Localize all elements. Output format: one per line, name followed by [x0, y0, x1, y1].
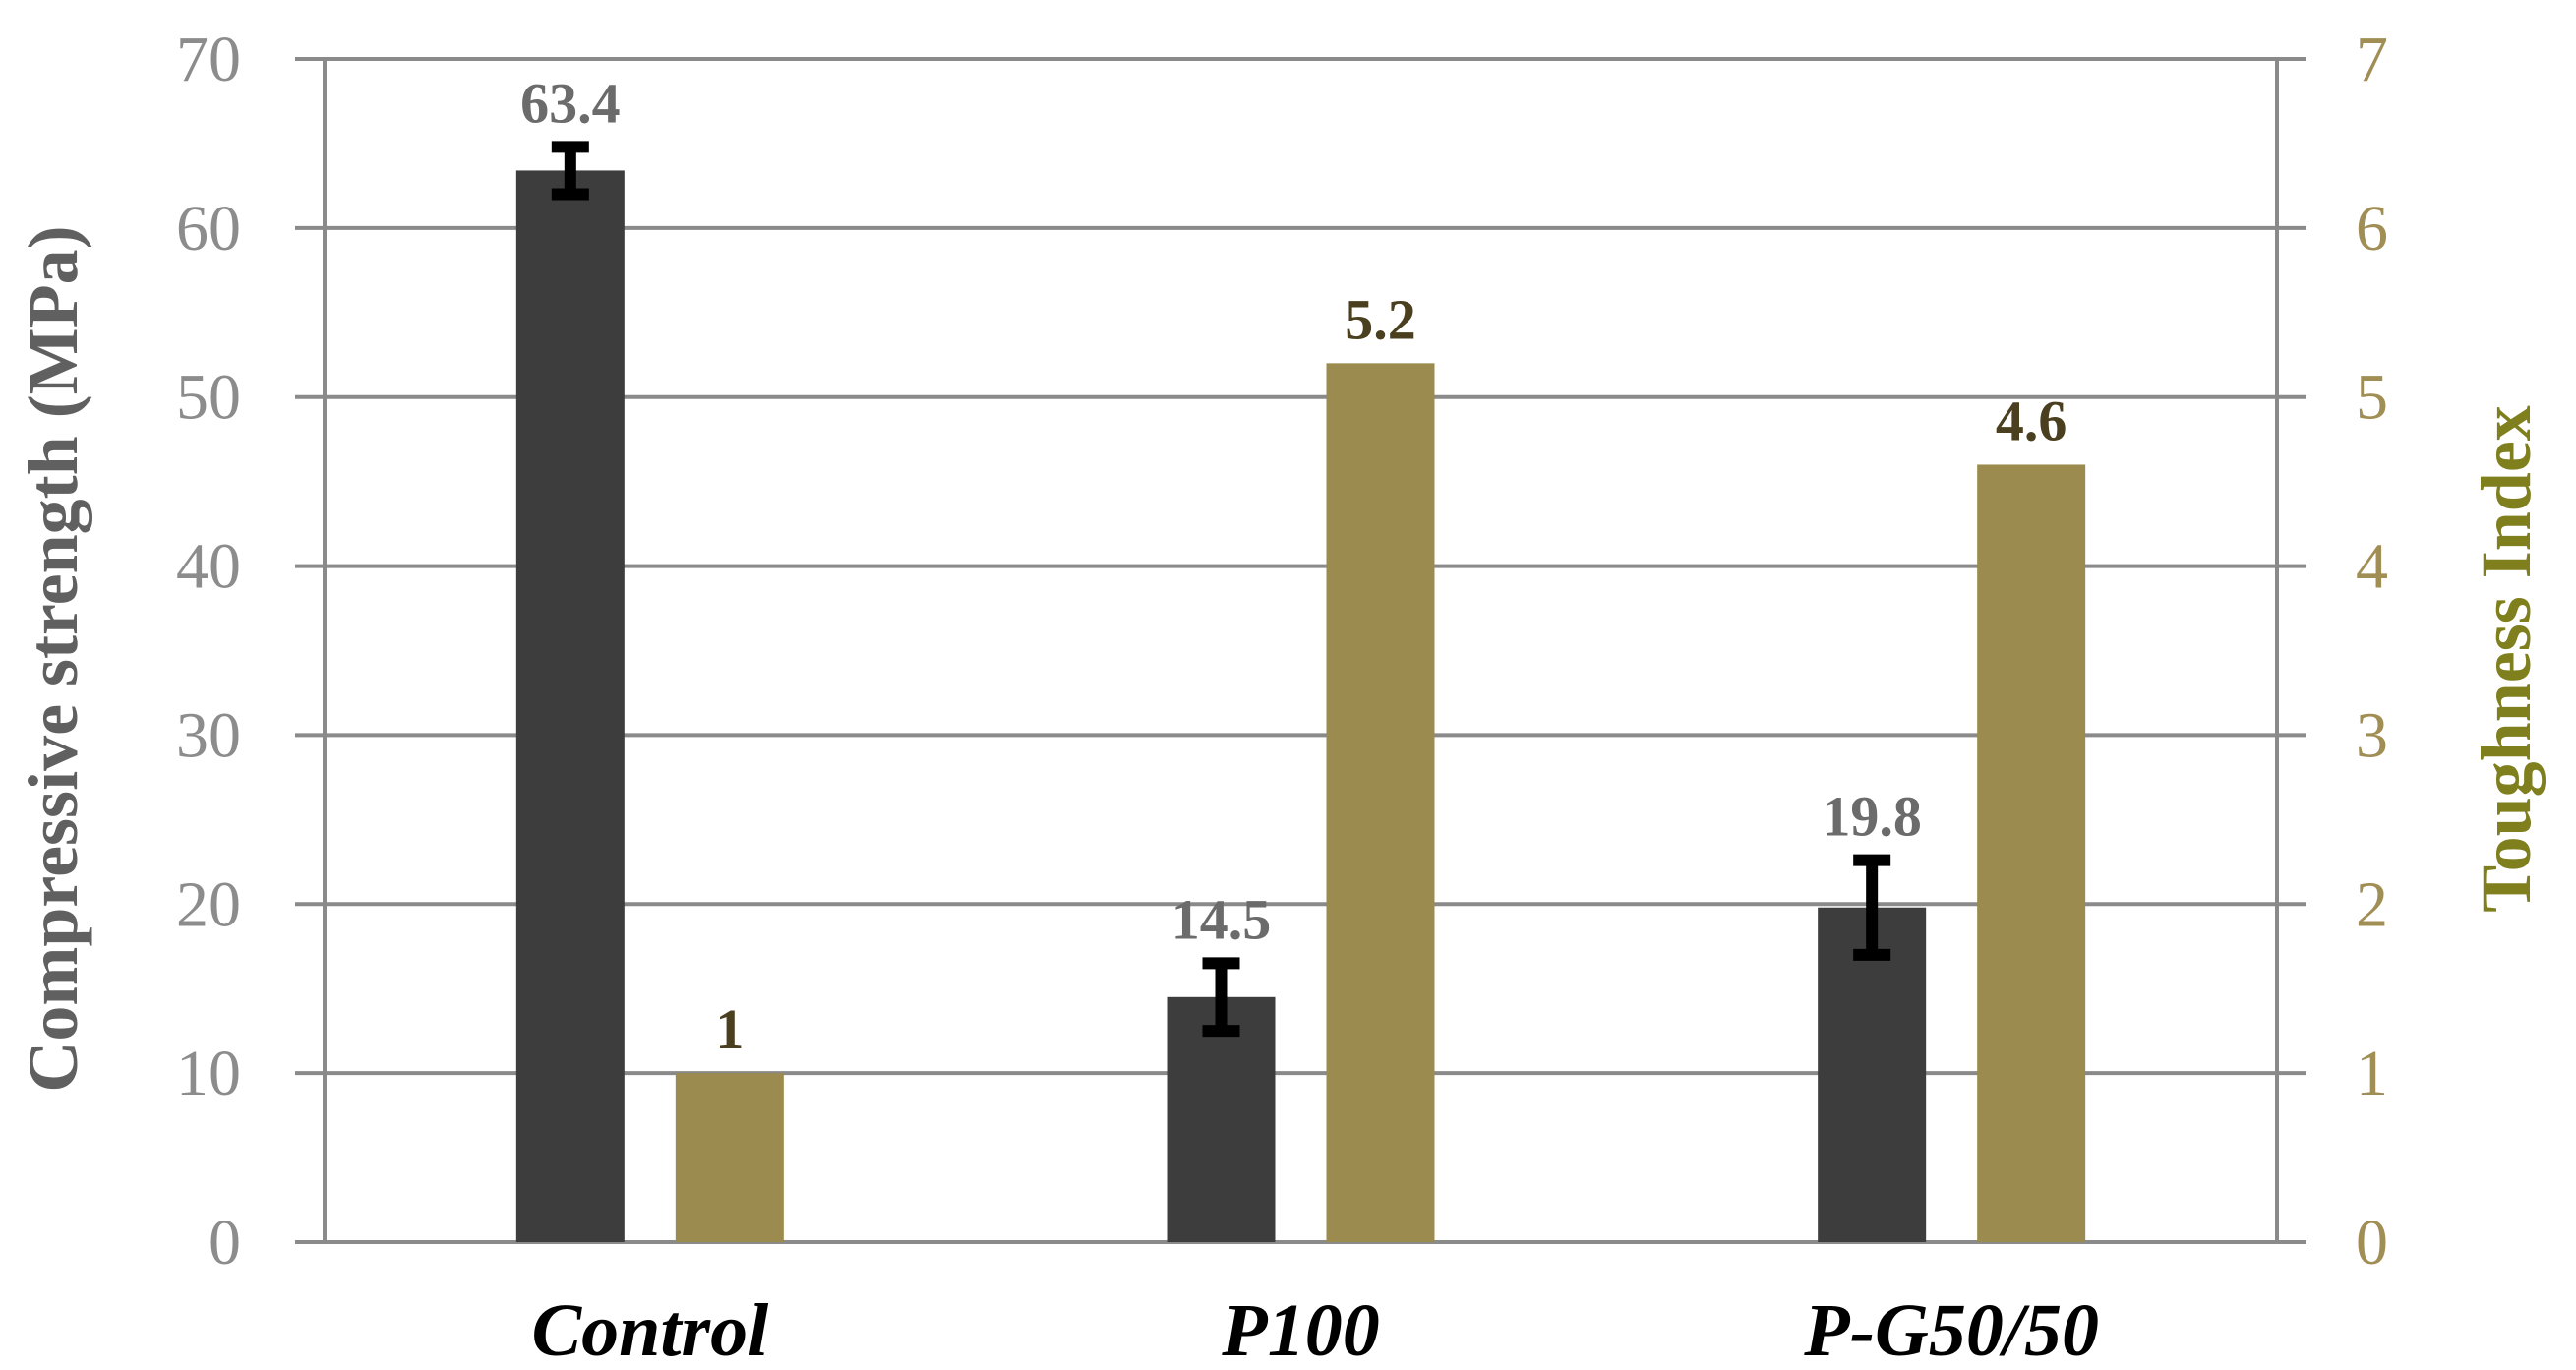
error-bar: [1202, 957, 1240, 1038]
y-axis-title: Compressive strength (MPa): [14, 225, 92, 1092]
y-tick-label: 10: [176, 1038, 241, 1109]
x-category-label: P100: [1221, 1289, 1379, 1370]
y-tick-label: 70: [176, 24, 241, 95]
data-label-compressive-strength: 19.8: [1822, 785, 1922, 849]
y2-tick-label: 7: [2356, 24, 2388, 95]
y-tick-label: 30: [176, 699, 241, 771]
y-tick-label: 0: [209, 1207, 241, 1279]
bar-compressive-strength: [1818, 907, 1927, 1242]
y2-tick-label: 2: [2356, 868, 2388, 940]
data-label-compressive-strength: 14.5: [1171, 887, 1272, 951]
y-tick-label: 40: [176, 531, 241, 603]
bar-compressive-strength: [515, 170, 625, 1242]
data-label-toughness-index: 4.6: [1996, 388, 2067, 452]
data-label-compressive-strength: 63.4: [520, 71, 621, 135]
data-label-toughness-index: 1: [715, 997, 744, 1061]
y2-tick-label: 1: [2356, 1038, 2388, 1109]
error-bars: [551, 141, 1891, 1038]
data-labels: 63.4 1 14.5 5.2 19.8 4.6: [520, 71, 2067, 1061]
bar-toughness-index: [675, 1073, 784, 1242]
y-tick-label: 50: [176, 362, 241, 434]
gridlines: [295, 57, 2306, 1244]
bars: [515, 170, 2086, 1242]
bar-compressive-strength: [1167, 996, 1276, 1242]
y2-tick-label: 4: [2356, 531, 2388, 603]
y2-tick-label: 3: [2356, 699, 2388, 771]
x-category-label: P-G50/50: [1803, 1289, 2099, 1370]
bar-toughness-index: [1977, 464, 2086, 1242]
y2-tick-label: 5: [2356, 362, 2388, 434]
error-bar: [551, 141, 589, 201]
error-bar: [1853, 854, 1891, 961]
y2-tick-label: 0: [2356, 1207, 2388, 1279]
bar-toughness-index: [1326, 363, 1435, 1242]
x-category-label: Control: [531, 1289, 768, 1370]
y2-axis-title: Toughness Index: [2467, 405, 2546, 913]
y2-tick-label: 6: [2356, 193, 2388, 265]
tick-labels: 0 0 10 1 20 2 30 3 40 4 50 5 60 6 70 7 Control P100 P-G50/…: [176, 24, 2388, 1370]
y-tick-label: 60: [176, 193, 241, 265]
data-label-toughness-index: 5.2: [1345, 287, 1416, 351]
y-tick-label: 20: [176, 868, 241, 940]
